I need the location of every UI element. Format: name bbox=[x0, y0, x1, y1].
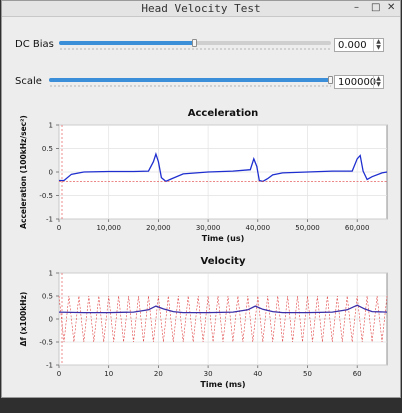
y-tick-label: 1 bbox=[49, 270, 53, 278]
dc-bias-label: DC Bias bbox=[15, 39, 54, 50]
close-icon[interactable]: ✕ bbox=[387, 2, 396, 13]
minimize-icon[interactable]: – bbox=[354, 2, 359, 13]
y-tick-label: -1 bbox=[46, 216, 53, 224]
x-tick-label: 60,000 bbox=[345, 224, 370, 232]
scale-slider-ticks bbox=[49, 85, 331, 87]
y-tick-label: 0 bbox=[49, 316, 53, 324]
app-window: Head Velocity Test – □ ✕ DC Bias 0.000 ▲… bbox=[1, 0, 401, 398]
x-tick-label: 40,000 bbox=[246, 224, 271, 232]
acceleration-chart: Acceleration 0 10,000 20,000 30,000 40,000 50,… bbox=[19, 108, 388, 243]
dc-bias-spinbox[interactable]: 0.000 ▲ ▼ bbox=[334, 38, 384, 52]
y-tick-label: 0 bbox=[49, 169, 53, 177]
series-line-0 bbox=[58, 295, 388, 343]
x-tick-label: 0 bbox=[57, 370, 61, 378]
scale-spinbox[interactable]: 100000 ▲ ▼ bbox=[334, 75, 384, 89]
x-tick-label: 30,000 bbox=[196, 224, 221, 232]
dc-bias-stepper-icon[interactable]: ▲ ▼ bbox=[373, 39, 383, 51]
y-tick-label: 0.5 bbox=[42, 145, 53, 153]
scale-label: Scale bbox=[15, 76, 42, 87]
dc-bias-slider-handle[interactable] bbox=[192, 39, 197, 47]
scale-slider-fill bbox=[49, 78, 331, 82]
dc-bias-value[interactable]: 0.000 bbox=[338, 40, 367, 51]
x-tick-label: 0 bbox=[57, 224, 61, 232]
chart-title: Velocity bbox=[201, 256, 246, 267]
scale-stepper-icon[interactable]: ▲ ▼ bbox=[373, 76, 383, 88]
x-tick-label: 20,000 bbox=[146, 224, 171, 232]
scale-value[interactable]: 100000 bbox=[338, 77, 377, 88]
series-line-1 bbox=[58, 304, 388, 314]
y-axis-label: Δf (x100kHz) bbox=[19, 292, 28, 347]
x-tick-label: 50,000 bbox=[295, 224, 320, 232]
window-title: Head Velocity Test bbox=[141, 2, 261, 15]
y-tick-label: -0.5 bbox=[39, 339, 53, 347]
x-tick-label: 30 bbox=[204, 370, 213, 378]
x-tick-label: 60 bbox=[353, 370, 362, 378]
y-axis-label: Acceleration (100kHz/sec²) bbox=[19, 115, 28, 229]
x-axis-label: Time (us) bbox=[202, 234, 245, 243]
dc-bias-slider-ticks bbox=[59, 48, 331, 50]
x-tick-label: 10 bbox=[104, 370, 113, 378]
chart-title: Acceleration bbox=[188, 108, 258, 119]
x-tick-label: 20 bbox=[154, 370, 163, 378]
scale-slider-handle[interactable] bbox=[328, 76, 333, 84]
y-tick-label: 0.5 bbox=[42, 293, 53, 301]
dc-bias-slider-fill bbox=[59, 41, 195, 45]
series-line-0 bbox=[59, 152, 388, 183]
y-tick-label: 1 bbox=[49, 122, 53, 130]
x-axis-label: Time (ms) bbox=[200, 380, 245, 389]
scale-slider[interactable] bbox=[49, 78, 331, 82]
title-bar[interactable]: Head Velocity Test – □ ✕ bbox=[2, 1, 400, 17]
y-tick-label: -0.5 bbox=[39, 192, 53, 200]
x-tick-label: 50 bbox=[303, 370, 312, 378]
velocity-chart: Velocity 0 10 20 30 40 50 60 1 0.5 0 -0.5 -1 Time (ms… bbox=[19, 256, 388, 389]
maximize-icon[interactable]: □ bbox=[371, 2, 381, 13]
y-tick-label: -1 bbox=[46, 362, 53, 370]
x-tick-label: 10,000 bbox=[96, 224, 121, 232]
x-tick-label: 40 bbox=[253, 370, 262, 378]
